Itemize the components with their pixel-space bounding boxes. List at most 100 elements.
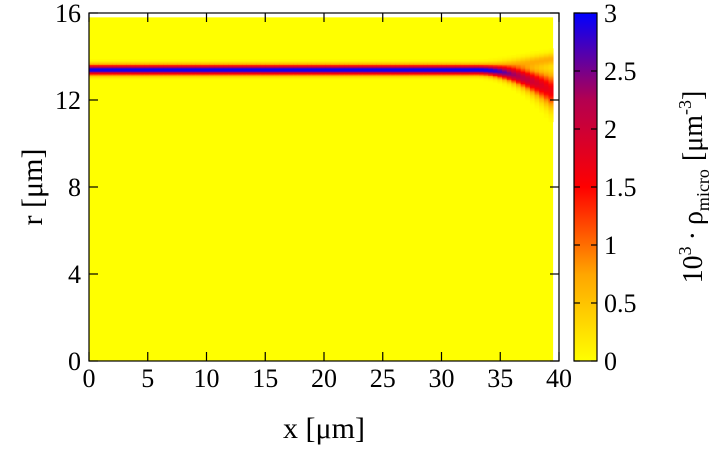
heatmap-cell xyxy=(399,67,405,70)
heatmap-cell xyxy=(195,63,201,66)
heatmap-cell xyxy=(307,66,313,68)
heatmap-cell xyxy=(107,74,113,76)
heatmap-cell xyxy=(325,66,331,68)
heatmap-cell xyxy=(135,60,141,63)
heatmap-cell xyxy=(381,78,387,81)
heatmap-cell xyxy=(543,86,549,89)
heatmap-cell xyxy=(330,63,336,66)
heatmap-cell xyxy=(520,72,526,75)
heatmap-cell xyxy=(483,61,489,64)
heatmap-cell xyxy=(135,74,141,76)
heatmap-cell xyxy=(330,78,336,81)
heatmap-cell xyxy=(167,72,173,75)
heatmap-cell xyxy=(534,90,540,93)
heatmap-cell xyxy=(362,70,368,72)
heatmap-cell xyxy=(362,74,368,76)
heatmap-cell xyxy=(316,66,322,68)
colorbar-tick-label: 1 xyxy=(604,231,617,260)
heatmap-cell xyxy=(376,61,382,64)
heatmap-cell xyxy=(121,75,127,78)
heatmap-cell xyxy=(209,78,215,81)
heatmap-cell xyxy=(469,60,475,63)
heatmap-cell xyxy=(288,74,294,76)
heatmap-cell xyxy=(539,79,545,82)
heatmap-cell xyxy=(474,66,480,68)
heatmap-cell xyxy=(279,67,285,70)
heatmap-cell xyxy=(534,66,540,68)
heatmap-cell xyxy=(520,64,526,67)
heatmap-cell xyxy=(451,68,457,71)
heatmap-cell xyxy=(372,75,378,78)
heatmap-cell xyxy=(539,109,545,112)
heatmap-cell xyxy=(316,75,322,78)
heatmap-cell xyxy=(362,60,368,63)
heatmap-cell xyxy=(232,64,238,67)
heatmap-cell xyxy=(251,71,257,74)
heatmap-cell xyxy=(539,91,545,94)
heatmap-cell xyxy=(511,64,517,67)
heatmap-cell xyxy=(237,61,243,64)
heatmap-cell xyxy=(93,70,99,72)
heatmap-cell xyxy=(534,75,540,78)
heatmap-cell xyxy=(511,56,517,59)
heatmap-cell xyxy=(525,80,531,83)
heatmap-cell xyxy=(427,75,433,78)
heatmap-cell xyxy=(274,64,280,67)
heatmap-cell xyxy=(381,68,387,71)
heatmap-cell xyxy=(242,61,248,64)
heatmap-cell xyxy=(399,70,405,72)
heatmap-cell xyxy=(186,76,192,79)
heatmap-cell xyxy=(135,59,141,61)
heatmap-cell xyxy=(107,59,113,61)
heatmap-cell xyxy=(534,76,540,79)
heatmap-cell xyxy=(358,67,364,70)
heatmap-cell xyxy=(116,71,122,74)
heatmap-cell xyxy=(344,74,350,76)
y-tick-label: 0 xyxy=(68,347,81,376)
heatmap-cell xyxy=(140,78,146,81)
heatmap-cell xyxy=(218,70,224,72)
heatmap-cell xyxy=(451,66,457,68)
heatmap-cell xyxy=(232,72,238,75)
heatmap-cell xyxy=(288,72,294,75)
heatmap-cell xyxy=(418,70,424,72)
heatmap-cell xyxy=(98,76,104,79)
heatmap-cell xyxy=(205,76,211,79)
heatmap-cell xyxy=(404,78,410,81)
heatmap-cell xyxy=(464,68,470,71)
heatmap-cell xyxy=(539,56,545,59)
heatmap-cell xyxy=(516,86,522,89)
heatmap-cell xyxy=(483,76,489,79)
heatmap-cell xyxy=(358,78,364,81)
heatmap-cell xyxy=(195,72,201,75)
heatmap-cell xyxy=(242,64,248,67)
heatmap-cell xyxy=(511,80,517,83)
heatmap-cell xyxy=(218,60,224,63)
heatmap-cell xyxy=(218,66,224,68)
heatmap-cell xyxy=(413,76,419,79)
heatmap-cell xyxy=(334,64,341,67)
heatmap-cell xyxy=(492,61,498,64)
heatmap-cell xyxy=(437,75,443,78)
heatmap-cell xyxy=(344,71,350,74)
heatmap-cell xyxy=(478,66,484,68)
heatmap-cell xyxy=(460,70,466,72)
heatmap-cell xyxy=(543,108,549,110)
heatmap-cell xyxy=(283,66,289,68)
heatmap-cell xyxy=(525,71,531,74)
heatmap-cell xyxy=(293,74,299,76)
heatmap-cell xyxy=(321,67,327,70)
heatmap-cell xyxy=(177,78,183,81)
heatmap-cell xyxy=(525,86,531,89)
heatmap-cell xyxy=(302,64,308,67)
heatmap-cell xyxy=(191,78,197,81)
heatmap-cell xyxy=(256,72,262,75)
heatmap-cell xyxy=(437,70,443,72)
heatmap-cell xyxy=(140,67,146,70)
heatmap-cell xyxy=(153,74,160,76)
heatmap-cell xyxy=(497,57,503,60)
heatmap-cell xyxy=(149,66,155,68)
heatmap-cell xyxy=(474,78,480,81)
heatmap-cell xyxy=(200,61,206,64)
heatmap-cell xyxy=(446,60,452,63)
